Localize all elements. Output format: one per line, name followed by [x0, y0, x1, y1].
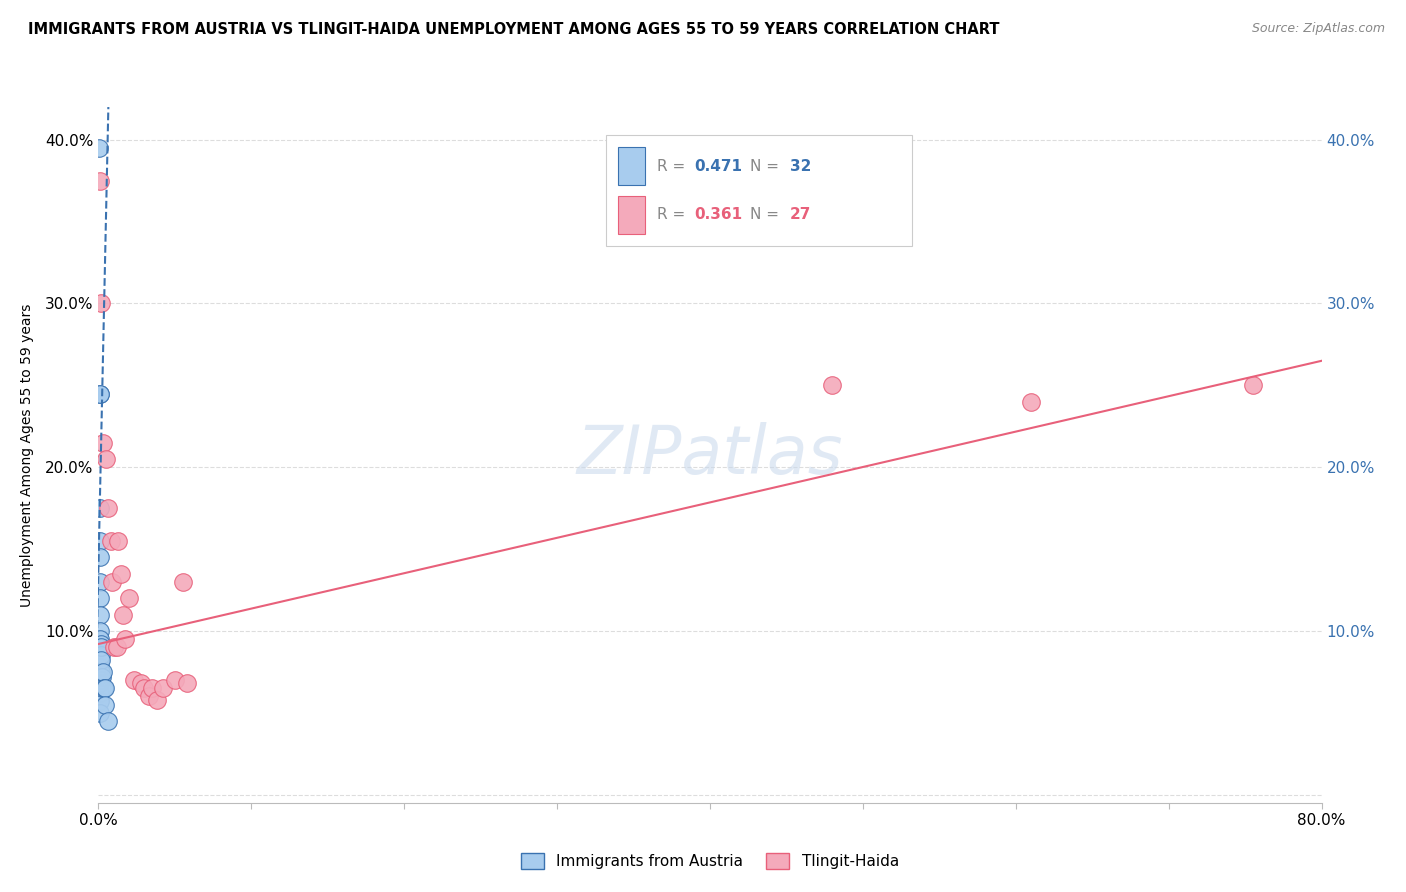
Text: IMMIGRANTS FROM AUSTRIA VS TLINGIT-HAIDA UNEMPLOYMENT AMONG AGES 55 TO 59 YEARS : IMMIGRANTS FROM AUSTRIA VS TLINGIT-HAIDA…	[28, 22, 1000, 37]
Point	[163, 673, 186, 687]
Point	[90, 673, 112, 687]
Point	[89, 574, 111, 589]
Point	[90, 665, 112, 679]
Point	[94, 698, 117, 712]
Point	[172, 574, 194, 589]
Point	[103, 640, 125, 655]
Point	[111, 607, 134, 622]
Point	[93, 681, 115, 696]
Point	[101, 574, 124, 589]
Point	[89, 386, 111, 401]
Point	[89, 632, 111, 646]
Point	[100, 533, 122, 548]
Bar	[619, 195, 645, 234]
Point	[114, 632, 136, 646]
Legend: Immigrants from Austria, Tlingit-Haida: Immigrants from Austria, Tlingit-Haida	[515, 847, 905, 875]
Point	[821, 378, 844, 392]
Bar	[619, 147, 645, 186]
Point	[91, 665, 114, 679]
Text: R =: R =	[658, 207, 690, 222]
Text: N =: N =	[751, 159, 785, 174]
Point	[89, 174, 111, 188]
Point	[122, 673, 145, 687]
Point	[89, 501, 111, 516]
Point	[89, 550, 111, 565]
Point	[89, 533, 111, 548]
Point	[1241, 378, 1264, 392]
Point	[89, 706, 111, 720]
Point	[145, 692, 167, 706]
Point	[89, 386, 111, 401]
Point	[89, 591, 111, 606]
Point	[97, 714, 120, 728]
Point	[90, 640, 112, 655]
Text: 0.471: 0.471	[695, 159, 742, 174]
Point	[107, 533, 129, 548]
Point	[1019, 394, 1042, 409]
Point	[90, 637, 112, 651]
Point	[89, 141, 111, 155]
Point	[89, 624, 111, 638]
Point	[90, 296, 112, 310]
Text: 32: 32	[790, 159, 811, 174]
Point	[94, 452, 117, 467]
Y-axis label: Unemployment Among Ages 55 to 59 years: Unemployment Among Ages 55 to 59 years	[20, 303, 34, 607]
Point	[89, 660, 111, 674]
Point	[89, 607, 111, 622]
Point	[89, 694, 111, 708]
Point	[110, 566, 132, 581]
Text: Source: ZipAtlas.com: Source: ZipAtlas.com	[1251, 22, 1385, 36]
Point	[176, 676, 198, 690]
Point	[134, 681, 156, 696]
Point	[90, 653, 112, 667]
Point	[105, 640, 128, 655]
Point	[138, 690, 160, 704]
Point	[91, 435, 114, 450]
Point	[89, 686, 111, 700]
FancyBboxPatch shape	[606, 135, 912, 246]
Text: ZIPatlas: ZIPatlas	[576, 422, 844, 488]
Point	[152, 681, 174, 696]
Text: R =: R =	[658, 159, 690, 174]
Point	[90, 648, 112, 663]
Point	[141, 681, 163, 696]
Point	[89, 640, 111, 655]
Text: 0.361: 0.361	[695, 207, 742, 222]
Point	[91, 670, 114, 684]
Point	[93, 681, 115, 696]
Point	[97, 501, 120, 516]
Text: N =: N =	[751, 207, 785, 222]
Point	[118, 591, 141, 606]
Point	[91, 681, 114, 696]
Point	[89, 676, 111, 690]
Text: 27: 27	[790, 207, 811, 222]
Point	[89, 668, 111, 682]
Point	[129, 676, 152, 690]
Point	[89, 653, 111, 667]
